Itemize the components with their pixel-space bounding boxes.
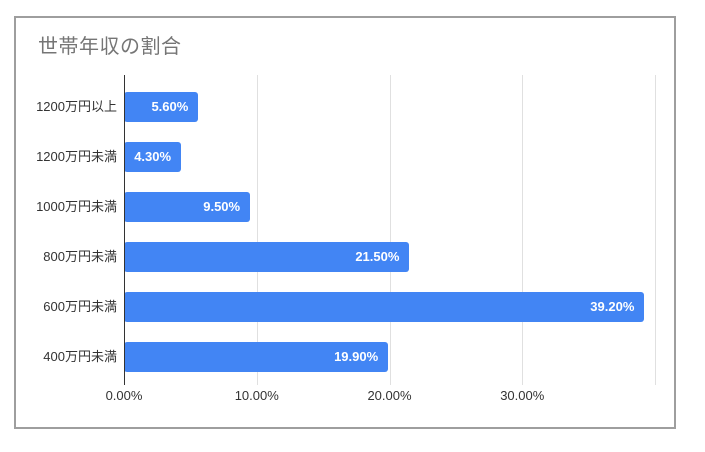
bar-value-label: 5.60% (151, 99, 189, 114)
chart-row: 1200万円以上 5.60% (36, 82, 655, 132)
category-label: 600万円未満 (43, 299, 117, 314)
bar-value-label: 4.30% (134, 149, 172, 164)
gridline (256, 75, 258, 385)
plot-area: 1200万円以上 5.60% 1200万円未満 4.30% 1000万円未満 9.50% 8… (36, 75, 656, 403)
gridline (655, 75, 656, 385)
x-tick-label: 30.00% (500, 388, 545, 403)
category-label: 1200万円未満 (36, 149, 117, 164)
bar: 39.20% (124, 292, 645, 322)
bar: 9.50% (124, 192, 251, 222)
category-label: 1000万円未満 (36, 199, 117, 214)
category-label: 400万円未満 (43, 349, 117, 364)
bar: 21.50% (124, 242, 410, 272)
gridline (522, 75, 524, 385)
gridline (389, 75, 391, 385)
bars-container: 1200万円以上 5.60% 1200万円未満 4.30% 1000万円未満 9.50% 8… (36, 82, 655, 382)
x-tick-label: 10.00% (234, 388, 279, 403)
bar: 4.30% (124, 142, 182, 172)
chart-row: 600万円未満 39.20% (43, 282, 655, 332)
category-label: 800万円未満 (43, 249, 117, 264)
chart-frame: 世帯年収の割合 1200万円以上 5.60% 1200万円未満 4.30% 1000万円… (14, 16, 676, 429)
chart-title: 世帯年収の割合 (38, 36, 182, 58)
bar: 5.60% (124, 92, 199, 122)
chart-row: 800万円未満 21.50% (43, 232, 655, 282)
bar-value-label: 9.50% (203, 199, 241, 214)
chart-row: 1200万円未満 4.30% (36, 132, 655, 182)
x-tick-label: 0.00% (105, 388, 143, 403)
bar: 19.90% (124, 342, 389, 372)
y-axis-line (124, 75, 125, 385)
chart-row: 400万円未満 19.90% (43, 332, 655, 382)
category-label: 1200万円以上 (36, 99, 117, 114)
x-tick-label: 20.00% (367, 388, 412, 403)
bar-value-label: 21.50% (355, 249, 400, 264)
bar-value-label: 39.20% (590, 299, 635, 314)
bar-value-label: 19.90% (334, 349, 379, 364)
chart-row: 1000万円未満 9.50% (36, 182, 655, 232)
